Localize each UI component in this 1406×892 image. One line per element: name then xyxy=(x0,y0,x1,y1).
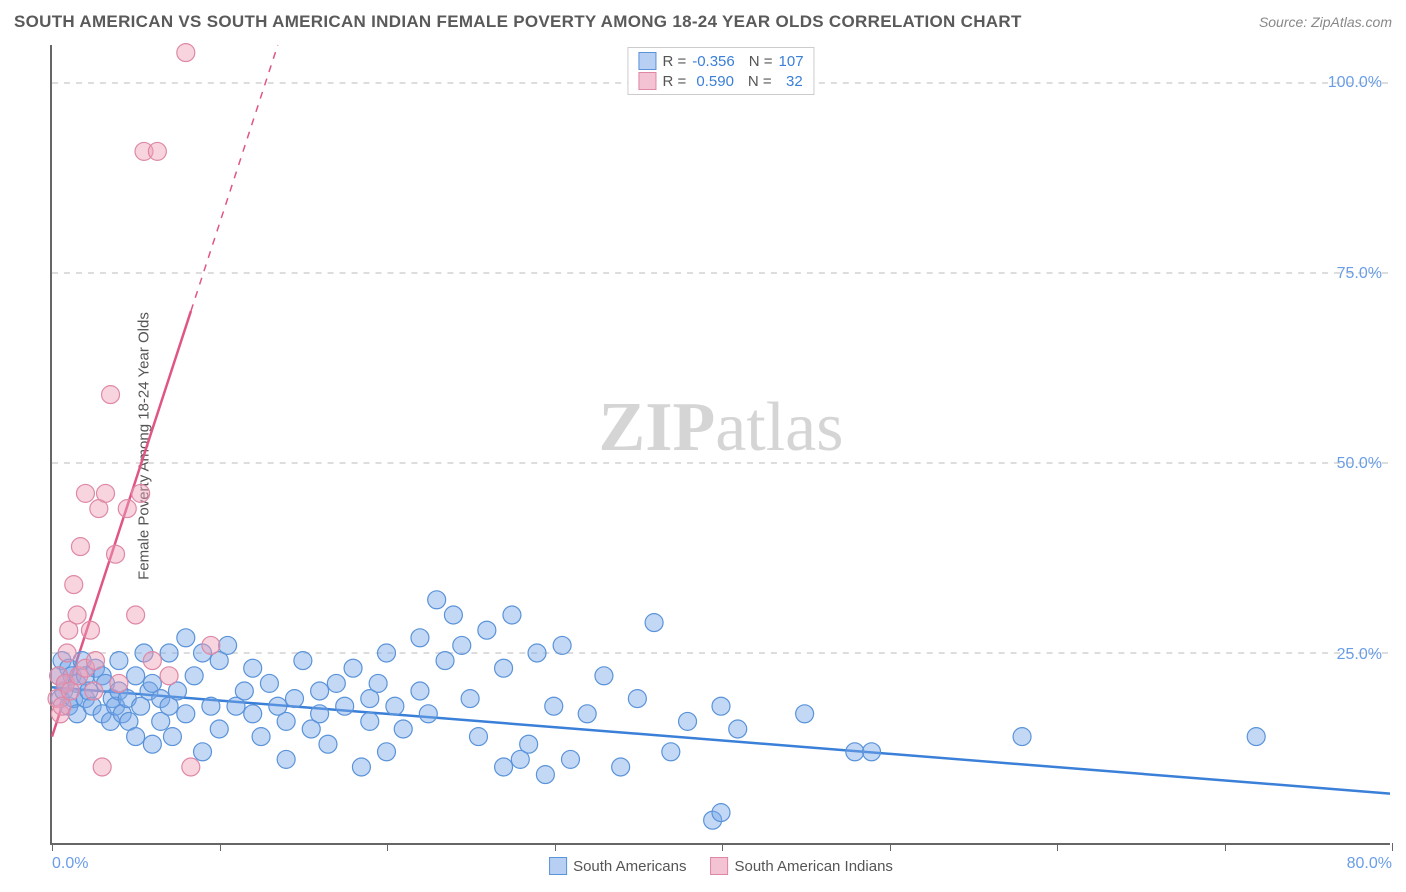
source-attribution: Source: ZipAtlas.com xyxy=(1259,14,1392,30)
legend: South Americans South American Indians xyxy=(549,857,893,875)
legend-swatch-series2 xyxy=(710,857,728,875)
legend-item-series1: South Americans xyxy=(549,857,686,875)
x-tick-label: 80.0% xyxy=(1347,855,1392,873)
scatter-plot-svg xyxy=(52,45,1390,843)
x-tick xyxy=(1392,843,1393,851)
stats-row-series1: R = -0.356 N = 107 xyxy=(638,52,803,70)
stats-n-label-2: N = xyxy=(748,73,772,90)
x-tick xyxy=(387,843,388,851)
x-tick-label: 0.0% xyxy=(52,855,88,873)
chart-title: SOUTH AMERICAN VS SOUTH AMERICAN INDIAN … xyxy=(14,12,1022,32)
y-tick-label: 25.0% xyxy=(1337,646,1382,664)
stats-r-label: R = xyxy=(662,53,686,70)
title-bar: SOUTH AMERICAN VS SOUTH AMERICAN INDIAN … xyxy=(14,12,1392,32)
stats-r-value-series2: 0.590 xyxy=(692,73,734,90)
x-tick xyxy=(220,843,221,851)
legend-swatch-series1 xyxy=(549,857,567,875)
x-tick xyxy=(1225,843,1226,851)
x-tick xyxy=(52,843,53,851)
correlation-stats-box: R = -0.356 N = 107 R = 0.590 N = 32 xyxy=(627,47,814,95)
stats-row-series2: R = 0.590 N = 32 xyxy=(638,72,803,90)
stats-n-value-series1: 107 xyxy=(779,53,804,70)
x-tick xyxy=(890,843,891,851)
stats-swatch-series2 xyxy=(638,72,656,90)
legend-item-series2: South American Indians xyxy=(710,857,892,875)
y-tick-label: 100.0% xyxy=(1328,74,1382,92)
chart-container: SOUTH AMERICAN VS SOUTH AMERICAN INDIAN … xyxy=(0,0,1406,892)
x-tick xyxy=(722,843,723,851)
y-tick-label: 50.0% xyxy=(1337,455,1382,473)
y-tick-label: 75.0% xyxy=(1337,265,1382,283)
legend-label-series1: South Americans xyxy=(573,858,686,875)
plot-area: ZIPatlas 25.0%50.0%75.0%100.0% 0.0%80.0%… xyxy=(50,45,1390,845)
stats-n-label: N = xyxy=(749,53,773,70)
stats-r-label-2: R = xyxy=(662,73,686,90)
stats-n-value-series2: 32 xyxy=(778,73,803,90)
stats-swatch-series1 xyxy=(638,52,656,70)
x-tick xyxy=(555,843,556,851)
x-tick xyxy=(1057,843,1058,851)
legend-label-series2: South American Indians xyxy=(734,858,892,875)
stats-r-value-series1: -0.356 xyxy=(692,53,735,70)
